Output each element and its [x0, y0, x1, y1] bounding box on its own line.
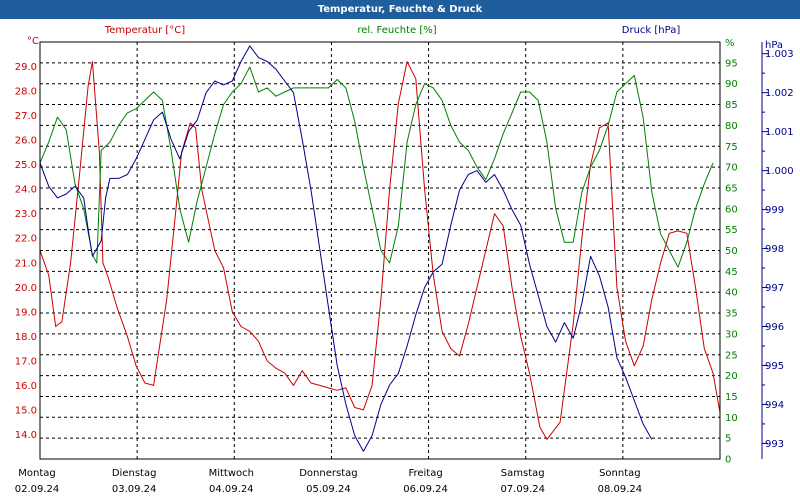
temperature-tick-label: 20.0	[15, 283, 37, 294]
humidity-tick-label: 70	[725, 163, 738, 174]
humidity-axis-title: rel. Feuchte [%]	[357, 25, 436, 36]
pressure-series-line	[39, 45, 653, 452]
pressure-tick-label: 996	[765, 322, 784, 333]
temperature-tick-label: 15.0	[15, 405, 37, 416]
humidity-unit-label: %	[725, 38, 735, 49]
pressure-tick-label: 993	[765, 439, 784, 450]
humidity-tick-label: 45	[725, 267, 738, 278]
pressure-tick-label: 1.000	[765, 166, 794, 177]
pressure-tick-label: 997	[765, 283, 784, 294]
humidity-series-line	[39, 66, 714, 268]
temperature-tick-label: 26.0	[15, 136, 37, 147]
temperature-tick-label: 25.0	[15, 160, 37, 171]
temperature-tick-label: 17.0	[15, 356, 37, 367]
x-day-date: 05.09.24	[306, 484, 351, 495]
temperature-tick-label: 19.0	[15, 307, 37, 318]
temperature-axis-title: Temperatur [°C]	[104, 25, 185, 36]
humidity-tick-label: 20	[725, 371, 738, 382]
temperature-tick-label: 27.0	[15, 111, 37, 122]
x-day-date: 06.09.24	[403, 484, 448, 495]
temperature-tick-label: 23.0	[15, 209, 37, 220]
humidity-tick-label: 50	[725, 246, 738, 257]
humidity-tick-label: 85	[725, 100, 738, 111]
chart-canvas: 14.0 15.0 16.0 17.0 18.0 19.0 20.0 21.0 22.0 23.0…	[0, 19, 800, 500]
grid-lines	[40, 42, 721, 459]
pressure-axis-title: Druck [hPa]	[622, 25, 681, 36]
x-day-name: Mittwoch	[209, 468, 254, 479]
temperature-axis-ticks: 14.0 15.0 16.0 17.0 18.0 19.0 20.0 21.0 22.0 23.0…	[15, 62, 37, 441]
temperature-tick-label: 24.0	[15, 185, 37, 196]
temperature-unit-label: °C	[27, 36, 39, 47]
humidity-tick-label: 55	[725, 225, 738, 236]
humidity-tick-label: 35	[725, 309, 738, 320]
x-day-date: 03.09.24	[112, 484, 157, 495]
pressure-tick-label: 998	[765, 244, 784, 255]
pressure-axis-ticks: 993 994 995 996 997 998 999 1.000 1.001 1.002 1.00…	[761, 42, 794, 459]
humidity-tick-label: 75	[725, 142, 738, 153]
pressure-tick-label: 995	[765, 361, 784, 372]
humidity-tick-label: 15	[725, 392, 738, 403]
pressure-tick-label: 1.003	[765, 49, 794, 60]
x-day-name: Sonntag	[599, 468, 641, 479]
humidity-tick-label: 25	[725, 350, 738, 361]
pressure-unit-label: hPa	[765, 40, 783, 51]
humidity-tick-label: 0	[725, 455, 731, 466]
x-day-name: Dienstag	[112, 468, 157, 479]
temperature-tick-label: 28.0	[15, 87, 37, 98]
temperature-tick-label: 29.0	[15, 62, 37, 73]
x-day-date: 02.09.24	[15, 484, 60, 495]
temperature-tick-label: 16.0	[15, 381, 37, 392]
chart-title: Temperatur, Feuchte & Druck	[0, 0, 800, 19]
temperature-tick-label: 21.0	[15, 258, 37, 269]
x-day-name: Donnerstag	[299, 468, 357, 479]
temperature-tick-label: 22.0	[15, 234, 37, 245]
x-day-date: 04.09.24	[209, 484, 254, 495]
humidity-tick-label: 95	[725, 58, 738, 69]
humidity-tick-label: 40	[725, 288, 738, 299]
pressure-tick-label: 1.001	[765, 127, 794, 138]
x-day-name: Montag	[18, 468, 55, 479]
x-axis-labels: Montag 02.09.24 Dienstag 03.09.24 Mittwoch 04…	[15, 468, 642, 495]
x-day-date: 08.09.24	[598, 484, 643, 495]
pressure-tick-label: 994	[765, 400, 784, 411]
x-day-name: Samstag	[501, 468, 545, 479]
pressure-tick-label: 1.002	[765, 88, 794, 99]
temperature-tick-label: 18.0	[15, 332, 37, 343]
humidity-tick-label: 30	[725, 329, 738, 340]
temperature-series-line	[39, 61, 721, 440]
humidity-tick-label: 90	[725, 79, 738, 90]
temperature-tick-label: 14.0	[15, 430, 37, 441]
humidity-tick-label: 65	[725, 183, 738, 194]
humidity-tick-label: 5	[725, 434, 731, 445]
x-day-name: Freitag	[408, 468, 442, 479]
humidity-tick-label: 10	[725, 413, 738, 424]
pressure-tick-label: 999	[765, 205, 784, 216]
humidity-tick-label: 80	[725, 121, 738, 132]
series-lines	[39, 45, 721, 452]
humidity-tick-label: 60	[725, 204, 738, 215]
humidity-axis-ticks: 0 5 10 15 20 25 30 35 40 45 50 55 60 65 70 75 80 85 90 95	[725, 58, 738, 465]
x-day-date: 07.09.24	[500, 484, 545, 495]
plot-frame	[39, 41, 721, 460]
